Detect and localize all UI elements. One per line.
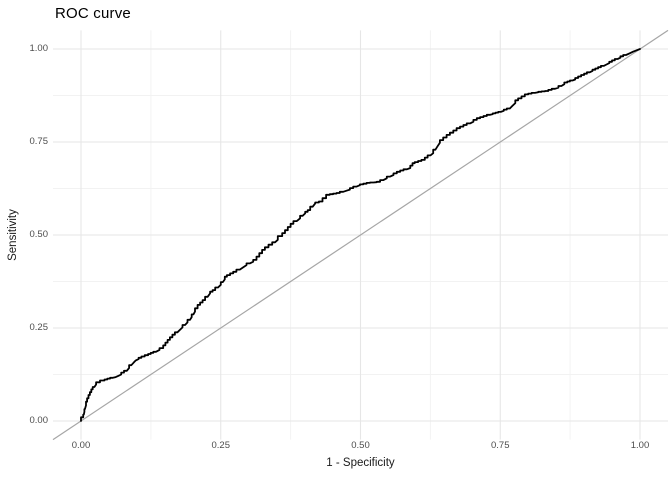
y-tick-label: 0.25 xyxy=(29,322,49,333)
y-tick-label: 0.00 xyxy=(29,415,49,426)
x-tick-label: 0.25 xyxy=(211,440,231,451)
x-tick-label: 0.75 xyxy=(491,440,510,451)
x-axis-title: 1 - Specificity xyxy=(326,457,395,469)
x-tick-label: 1.00 xyxy=(630,440,650,451)
x-tick-label: 0.50 xyxy=(351,440,370,451)
y-tick-label: 0.50 xyxy=(29,229,49,240)
x-tick-label: 0.00 xyxy=(71,440,91,451)
y-tick-label: 1.00 xyxy=(29,43,49,54)
roc-curve-line xyxy=(80,48,641,422)
y-tick-label: 0.75 xyxy=(29,136,49,147)
plot-title: ROC curve xyxy=(55,5,131,22)
